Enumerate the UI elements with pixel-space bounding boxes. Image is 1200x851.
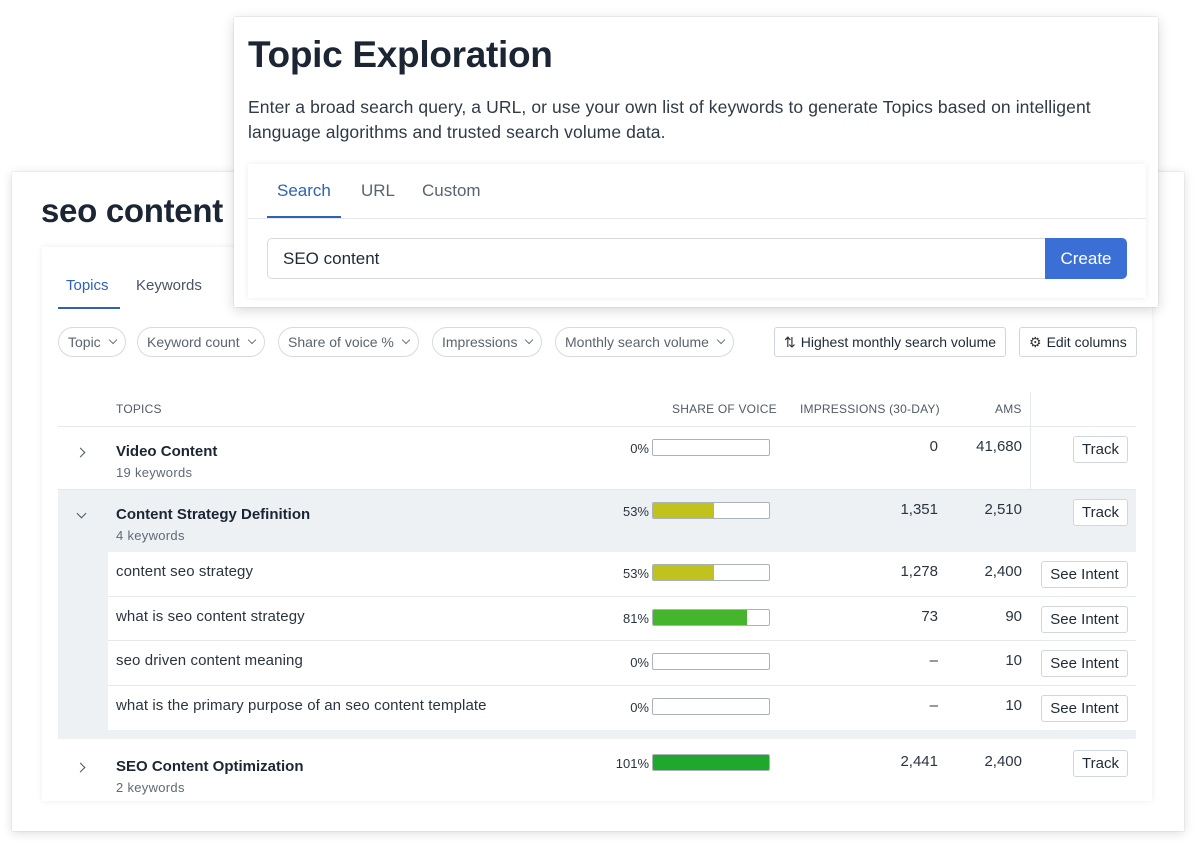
edit-columns-label: Edit columns	[1046, 334, 1127, 350]
filter-impressions-label: Impressions	[442, 334, 518, 350]
topic-keyword-count: 19 keywords	[116, 465, 193, 480]
topic-keyword-count: 2 keywords	[116, 780, 185, 795]
impressions-value: –	[929, 652, 938, 669]
row-divider	[108, 596, 1136, 597]
sov-bar	[652, 502, 770, 519]
sov-bar	[652, 653, 770, 670]
ams-value: 2,400	[984, 753, 1022, 770]
filter-keyword-count-label: Keyword count	[147, 334, 240, 350]
sov-bar-fill	[653, 565, 715, 580]
topic-name: Video Content	[116, 443, 218, 460]
page-description: Enter a broad search query, a URL, or us…	[248, 97, 1091, 142]
see-intent-button[interactable]: See Intent	[1041, 695, 1128, 722]
column-header-share-of-voice: SHARE OF VOICE	[672, 402, 777, 416]
sov-percent: 53%	[622, 566, 649, 581]
sov-bar	[652, 564, 770, 581]
sov-percent: 0%	[630, 700, 649, 715]
page-title: Topic Exploration	[248, 34, 553, 75]
sov-percent: 0%	[630, 441, 649, 456]
sov-percent: 81%	[622, 611, 649, 626]
tab-url[interactable]: URL	[361, 181, 396, 200]
sort-arrows-icon: ⇅	[784, 333, 796, 350]
track-button[interactable]: Track	[1073, 436, 1128, 463]
ams-value: 2,510	[984, 501, 1022, 518]
filter-topic-label: Topic	[68, 334, 101, 350]
filter-monthly-search-volume-label: Monthly search volume	[565, 334, 709, 350]
row-divider	[58, 489, 1136, 490]
see-intent-button[interactable]: See Intent	[1041, 561, 1128, 588]
sov-bar	[652, 609, 770, 626]
chevron-down-icon	[108, 335, 117, 345]
filter-topic[interactable]: Topic	[58, 327, 126, 357]
chevron-down-icon	[401, 335, 411, 345]
keyword-subtable	[108, 552, 1136, 730]
tab-keywords[interactable]: Keywords	[136, 277, 202, 294]
impressions-value: 1,351	[900, 501, 938, 518]
impressions-value: 73	[921, 608, 938, 625]
impressions-value: –	[929, 697, 938, 714]
topic-keyword-count: 4 keywords	[116, 528, 185, 543]
ams-value: 10	[1005, 652, 1022, 669]
tab-search[interactable]: Search	[277, 181, 331, 200]
tab-custom[interactable]: Custom	[422, 181, 481, 200]
tabs-divider	[248, 218, 1146, 219]
sort-button[interactable]: ⇅ Highest monthly search volume	[774, 327, 1007, 357]
search-input[interactable]: SEO content	[267, 238, 1046, 279]
chevron-down-icon	[247, 335, 256, 345]
sov-bar-fill	[653, 755, 769, 770]
topic-name: SEO Content Optimization	[116, 758, 304, 775]
keyword-name: seo driven content meaning	[116, 652, 303, 669]
row-divider	[108, 685, 1136, 686]
sov-percent: 53%	[622, 504, 649, 519]
chevron-down-icon	[525, 335, 534, 345]
impressions-value: 2,441	[900, 753, 938, 770]
keyword-name: what is seo content strategy	[116, 608, 305, 625]
keyword-name: what is the primary purpose of an seo co…	[116, 697, 487, 714]
topic-name: Content Strategy Definition	[116, 506, 311, 523]
ams-value: 10	[1005, 697, 1022, 714]
column-header-impressions: IMPRESSIONS (30-DAY)	[800, 402, 940, 416]
track-button[interactable]: Track	[1073, 750, 1128, 777]
edit-columns-button[interactable]: ⚙ Edit columns	[1019, 327, 1137, 357]
see-intent-button[interactable]: See Intent	[1041, 650, 1128, 677]
sov-percent: 0%	[630, 655, 649, 670]
sov-bar	[652, 754, 770, 771]
results-title: seo content	[41, 192, 223, 229]
filter-monthly-search-volume[interactable]: Monthly search volume	[555, 327, 734, 357]
impressions-value: 1,278	[900, 563, 938, 580]
keyword-name: content seo strategy	[116, 563, 254, 580]
chevron-down-icon	[716, 335, 726, 345]
impressions-value: 0	[929, 438, 938, 455]
ams-value: 2,400	[984, 563, 1022, 580]
track-button[interactable]: Track	[1073, 499, 1128, 526]
gear-icon: ⚙	[1029, 333, 1042, 350]
filter-keyword-count[interactable]: Keyword count	[137, 327, 265, 357]
active-tab-indicator	[267, 216, 341, 218]
ams-value: 41,680	[976, 438, 1022, 455]
header-divider	[58, 426, 1136, 427]
see-intent-button[interactable]: See Intent	[1041, 606, 1128, 633]
sov-bar-fill	[653, 610, 747, 625]
ams-value: 90	[1005, 608, 1022, 625]
tab-topics[interactable]: Topics	[66, 277, 109, 294]
filter-share-of-voice[interactable]: Share of voice %	[278, 327, 419, 357]
sov-bar-fill	[653, 503, 715, 518]
active-tab-indicator	[58, 307, 120, 309]
sov-percent: 101%	[615, 756, 649, 771]
column-header-topics: TOPICS	[116, 402, 162, 416]
filter-share-of-voice-label: Share of voice %	[288, 334, 394, 350]
sort-button-label: Highest monthly search volume	[800, 334, 997, 350]
filter-impressions[interactable]: Impressions	[432, 327, 543, 357]
row-divider	[108, 640, 1136, 641]
sov-bar	[652, 439, 770, 456]
column-header-ams: AMS	[995, 402, 1022, 416]
sov-bar	[652, 698, 770, 715]
create-button[interactable]: Create	[1045, 238, 1127, 279]
